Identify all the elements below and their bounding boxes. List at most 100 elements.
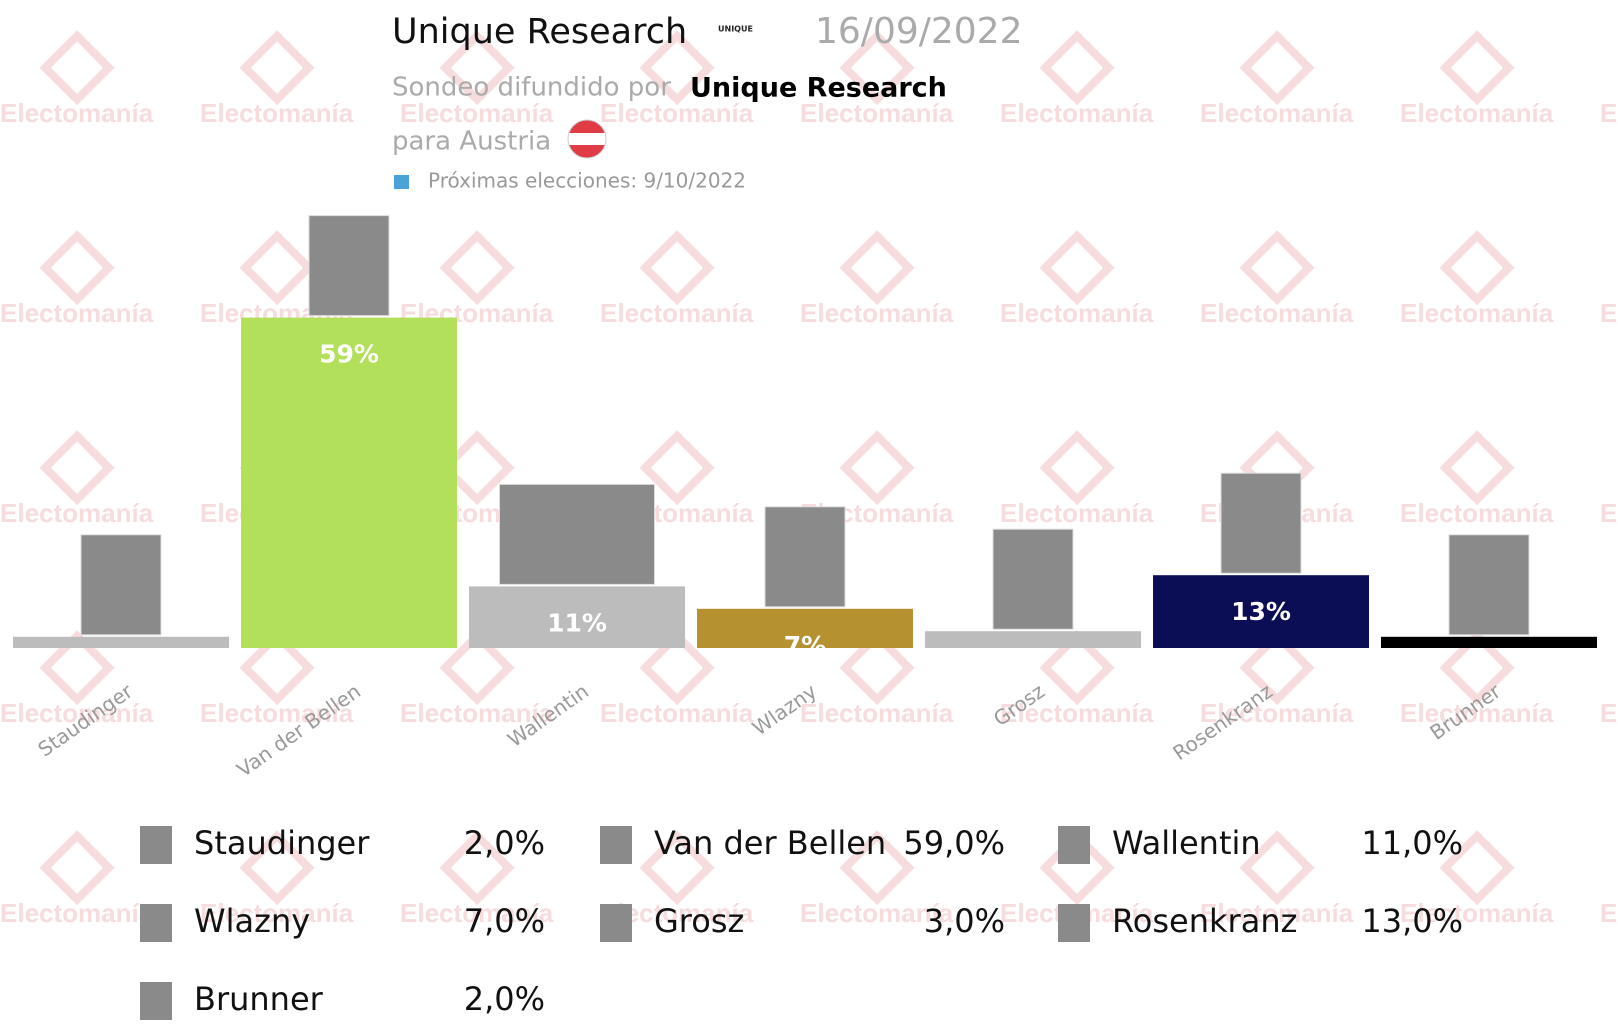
watermark: Electomanía (1000, 498, 1154, 528)
legend-icon (600, 904, 632, 942)
bar (1153, 575, 1369, 648)
watermark-logo (839, 230, 915, 306)
chart-title: Unique Research (392, 12, 687, 52)
watermark: Electomanía (1200, 298, 1354, 328)
watermark: Electomanía (1200, 698, 1354, 728)
watermark-logo (1239, 230, 1315, 306)
watermark: Electomanía (200, 898, 354, 928)
watermark: Electomanía (1400, 698, 1554, 728)
watermark: Electomanía (1600, 698, 1618, 728)
legend-icon (140, 982, 172, 1020)
value-label: 11% (547, 608, 607, 637)
legend-value: 2,0% (464, 824, 545, 862)
watermark: Electomanía (1400, 298, 1554, 328)
bar (925, 631, 1141, 648)
watermark: Electomanía (600, 698, 754, 728)
watermark-logo (1439, 830, 1515, 906)
bar (697, 608, 913, 648)
watermark-logo (1439, 230, 1515, 306)
legend-value: 13,0% (1361, 902, 1463, 940)
logo: UNIQUE (718, 25, 753, 34)
watermark: Electomanía (1400, 98, 1554, 128)
value-label: 59% (319, 340, 379, 369)
flag (567, 119, 607, 159)
legend-icon (140, 904, 172, 942)
watermark-logo (239, 830, 315, 906)
watermark-logo (839, 830, 915, 906)
watermark-logo (1239, 630, 1315, 706)
subtitle: Sondeo difundido por (392, 73, 671, 103)
watermark: Electomanía (1400, 498, 1554, 528)
watermark: Electomanía (600, 98, 754, 128)
watermark-logo (1439, 630, 1515, 706)
watermark-logo (839, 630, 915, 706)
legend-value: 2,0% (464, 980, 545, 1018)
watermark: Electomanía (0, 98, 154, 128)
watermark-logo (39, 630, 115, 706)
watermark: Electomanía (600, 298, 754, 328)
watermark: Electomanía (800, 898, 954, 928)
watermark: Electomanía (400, 98, 554, 128)
watermarks: Electomanía Electomanía Electomanía Electom… (0, 30, 1618, 928)
watermark: Electomanía (1400, 898, 1554, 928)
watermark: Electomanía (0, 898, 154, 928)
bar (241, 317, 457, 648)
watermark: Electomanía (1600, 898, 1618, 928)
watermark-logo (1039, 230, 1115, 306)
watermark-logo (1039, 630, 1115, 706)
watermark: Electomanía (400, 898, 554, 928)
legend-value: 3,0% (924, 902, 1005, 940)
next-election: Próximas elecciones: 9/10/2022 (428, 169, 746, 193)
legend-label: Wlazny (194, 902, 310, 940)
watermark: Electomanía (1600, 298, 1618, 328)
value-label: 7% (784, 631, 826, 660)
watermark-logo (439, 630, 515, 706)
legend-icon (1058, 826, 1090, 864)
candidate-photo (499, 483, 655, 585)
watermark-logo (639, 430, 715, 506)
legend-icon (600, 826, 632, 864)
region: para Austria (392, 127, 551, 157)
watermark-logo (39, 430, 115, 506)
watermark: Electomanía (800, 698, 954, 728)
legend-label: Grosz (654, 902, 744, 940)
candidate-photo (992, 528, 1074, 630)
watermark-logo (1239, 830, 1315, 906)
watermark-logo (439, 830, 515, 906)
legend-value: 59,0% (903, 824, 1005, 862)
bar (1381, 636, 1597, 648)
watermark: Electomanía (400, 698, 554, 728)
legend-label: Van der Bellen (654, 824, 886, 862)
watermark-logo (439, 30, 515, 106)
x-tick-label: Van der Bellen (232, 679, 365, 782)
legend-label: Rosenkranz (1112, 902, 1297, 940)
watermark-logo (1239, 30, 1315, 106)
watermark: Electomanía (0, 498, 154, 528)
watermark: Electomanía (1000, 98, 1154, 128)
legend-value: 11,0% (1361, 824, 1463, 862)
watermark-logo (639, 830, 715, 906)
watermark: Electomanía (200, 698, 354, 728)
candidate-photo (1220, 472, 1302, 574)
watermark: Electomanía (200, 98, 354, 128)
watermark-logo (39, 830, 115, 906)
bar (13, 636, 229, 648)
legend-label: Brunner (194, 980, 324, 1018)
watermark: Electomanía (1200, 898, 1354, 928)
candidate-photo (764, 506, 846, 608)
value-label: 13% (1231, 597, 1291, 626)
legend-value: 7,0% (464, 902, 545, 940)
legend-label: Wallentin (1112, 824, 1261, 862)
candidate-photo (308, 215, 390, 317)
bar (469, 586, 685, 648)
watermark: Electomanía (0, 698, 154, 728)
source: Unique Research (690, 73, 947, 104)
watermark: Electomanía (800, 298, 954, 328)
watermark: Electomanía (1600, 98, 1618, 128)
watermark-logo (1039, 430, 1115, 506)
candidate-photo (1448, 534, 1530, 636)
watermark-logo (839, 30, 915, 106)
watermark-logo (1439, 30, 1515, 106)
watermark-logo (39, 30, 115, 106)
watermark-logo (639, 230, 715, 306)
